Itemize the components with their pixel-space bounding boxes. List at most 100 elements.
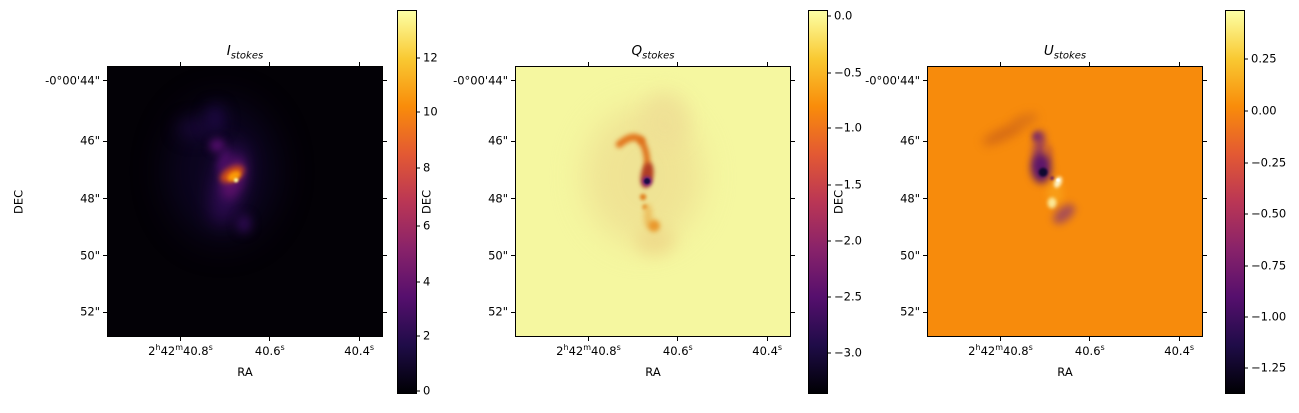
colorbar-tick-label: 8 [423,159,431,174]
colorbar-tick-label: 0.25 [1251,51,1277,65]
axis-tick [383,255,387,257]
axis-tick [1089,337,1091,341]
colorbar-tick [1244,110,1248,112]
axis-tick [791,311,795,313]
colorbar-tick-label: −1.00 [1251,308,1287,323]
axis-tick [383,311,387,313]
colorbar-tick-label: 10 [423,104,438,119]
axis-tick [923,198,927,199]
colorbar-tick [827,15,831,17]
colorbar-tick-label: −1.25 [1251,360,1287,375]
colorbar-tick-label: 0.0 [834,8,853,23]
x-tick-label: 40.6s [1074,343,1105,358]
axis-tick [103,140,107,142]
colorbar-tick-label: 4 [423,274,431,289]
axis-tick [1203,311,1207,313]
stokes-u-panel: Ustokes [831,45,1207,378]
y-tick-label: 52" [488,304,508,319]
colorbar-tick [1244,367,1248,369]
axis-tick [511,311,515,313]
stokes-i-map [108,67,382,336]
axis-tick [766,62,768,66]
stokes-u-map-image [928,67,1202,336]
axis-tick [179,337,181,341]
x-tick-label: 40.4s [752,343,783,358]
axis-tick [791,198,795,199]
axis-tick [791,140,795,142]
stokes-q-panel: Qstokes [419,45,795,378]
y-tick-label: -0°00'44" [45,73,100,88]
colorbar-tick [416,57,420,59]
axis-tick [1178,337,1180,341]
y-tick-label: 50" [488,247,508,262]
axis-tick [587,62,589,66]
axis-tick [1203,255,1207,257]
y-tick-label: 46" [80,133,100,148]
colorbar-tick-label: −0.50 [1251,206,1287,221]
stokes-i-colorbar: 12 10 8 6 4 2 0 [397,10,438,396]
x-axis-label: RA [645,365,661,379]
axis-tick [587,337,589,341]
y-tick-label: -0°00'44" [865,73,920,88]
axis-tick [511,140,515,142]
stokes-i-title: Istokes [226,43,264,62]
colorbar-tick [1244,316,1248,318]
axis-tick [999,62,1001,66]
axis-tick [358,62,360,66]
y-axis-label: DEC [419,189,434,214]
axis-tick [1203,198,1207,199]
colorbar-tick [416,281,420,283]
axis-tick [511,80,515,82]
colorbar-tick [1244,213,1248,215]
colorbar-gradient [398,11,416,393]
colorbar-tick-label: −1.5 [834,177,862,192]
stokes-q-map [516,67,790,336]
colorbar-tick-label: 0.00 [1251,103,1277,118]
colorbar-tick [827,184,831,186]
x-tick-label: 2h42m40.8s [968,343,1033,358]
axis-tick [923,140,927,142]
y-axis-label: DEC [11,189,26,214]
axis-tick [179,62,181,66]
x-tick-label: 2h42m40.8s [556,343,621,358]
y-tick-label: 48" [900,190,920,205]
colorbar-tick [1244,58,1248,60]
y-axis-label: DEC [831,189,846,214]
stokes-u-title: Ustokes [1043,43,1087,62]
axis-tick [383,198,387,199]
stokes-i-panel: Istokes [11,45,387,378]
colorbar-tick-label: 12 [423,49,438,64]
colorbar-tick [416,335,420,337]
colorbar-gradient [1226,11,1244,393]
colorbar-tick [416,167,420,169]
colorbar-tick [416,111,420,113]
axis-tick [766,337,768,341]
axis-tick [383,140,387,142]
colorbar-tick [827,72,831,73]
colorbar-tick-label: 0 [423,383,431,398]
colorbar-tick-label: −1.0 [834,120,862,135]
axis-tick [511,255,515,257]
axis-tick [923,255,927,257]
colorbar-tick-label: −0.25 [1251,154,1287,169]
x-axis-label: RA [237,365,253,379]
axis-tick [1178,62,1180,66]
colorbar-tick-label: −0.5 [834,64,862,79]
axis-tick [791,80,795,82]
axis-tick [1203,140,1207,142]
axis-tick [1203,80,1207,82]
y-tick-label: 46" [900,133,920,148]
x-tick-label: 40.4s [344,343,375,358]
stokes-q-map-image [516,67,790,336]
axis-tick [103,255,107,257]
colorbar-tick [827,296,831,298]
colorbar-tick-label: −3.0 [834,345,862,360]
colorbar-tick [1244,265,1248,267]
axis-tick [999,337,1001,341]
axis-tick [383,80,387,82]
x-tick-label: 2h42m40.8s [148,343,213,358]
x-tick-label: 40.6s [662,343,693,358]
colorbar-tick-label: −2.5 [834,288,862,303]
stokes-q-title: Qstokes [631,43,675,62]
y-tick-label: 46" [488,133,508,148]
